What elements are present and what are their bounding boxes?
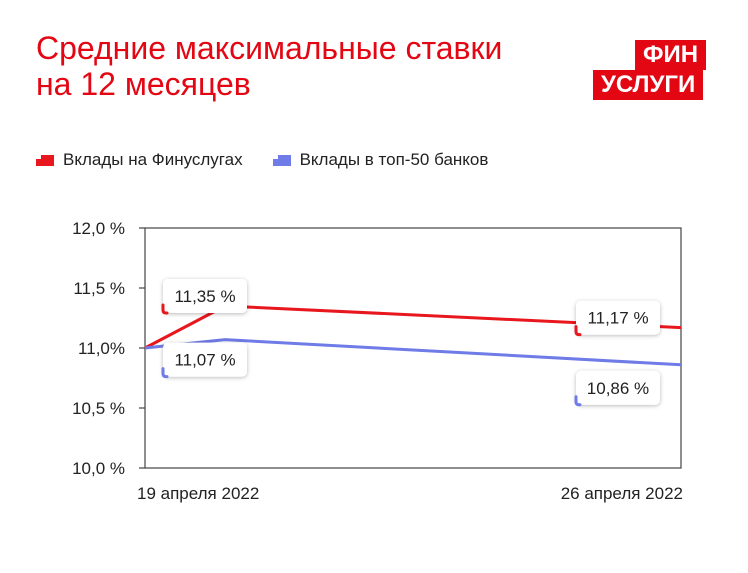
data-label: 10,86 %	[574, 370, 660, 407]
data-label-box	[576, 300, 660, 335]
y-tick-label: 11,0%	[78, 339, 125, 358]
data-label-text: 11,35 %	[174, 287, 235, 306]
y-tick-label: 11,5 %	[73, 279, 125, 298]
data-label: 11,35 %	[161, 279, 247, 315]
logo-line-2: УСЛУГИ	[593, 70, 704, 100]
y-tick-label: 10,5 %	[72, 399, 125, 418]
legend-item-top50: Вклады в топ-50 банков	[272, 150, 489, 170]
x-tick-label: 26 апреля 2022	[561, 484, 683, 503]
legend-item-finuslugi: Вклады на Финуслугах	[36, 150, 243, 170]
chart-title: Средние максимальные ставки на 12 месяце…	[36, 30, 576, 102]
y-tick-label: 10,0 %	[72, 459, 125, 478]
legend-swatch-red	[36, 154, 54, 166]
data-label-corner	[161, 367, 169, 379]
data-label-corner	[574, 325, 582, 337]
legend-label-top50: Вклады в топ-50 банков	[299, 150, 489, 169]
chart-title-line-2: на 12 месяцев	[36, 66, 251, 102]
data-label-box	[163, 342, 247, 377]
chart-title-line-1: Средние максимальные ставки	[36, 30, 503, 66]
y-tick-label: 12,0 %	[72, 219, 125, 238]
data-label-text: 11,17 %	[587, 309, 648, 328]
data-label: 11,17 %	[574, 300, 660, 337]
legend-swatch-blue	[272, 154, 291, 166]
x-tick-label: 19 апреля 2022	[137, 484, 259, 503]
logo-line-1: ФИН	[635, 40, 707, 70]
data-label-box	[163, 279, 247, 313]
data-label: 11,07 %	[161, 342, 247, 379]
data-label-text: 11,07 %	[174, 351, 235, 370]
data-label-text: 10,86 %	[587, 379, 649, 398]
chart-legend: Вклады на Финуслугах Вклады в топ-50 бан…	[36, 150, 518, 170]
data-label-corner	[574, 395, 582, 407]
data-label-box	[576, 370, 660, 405]
data-label-corner	[161, 303, 169, 315]
legend-label-finuslugi: Вклады на Финуслугах	[63, 150, 243, 169]
